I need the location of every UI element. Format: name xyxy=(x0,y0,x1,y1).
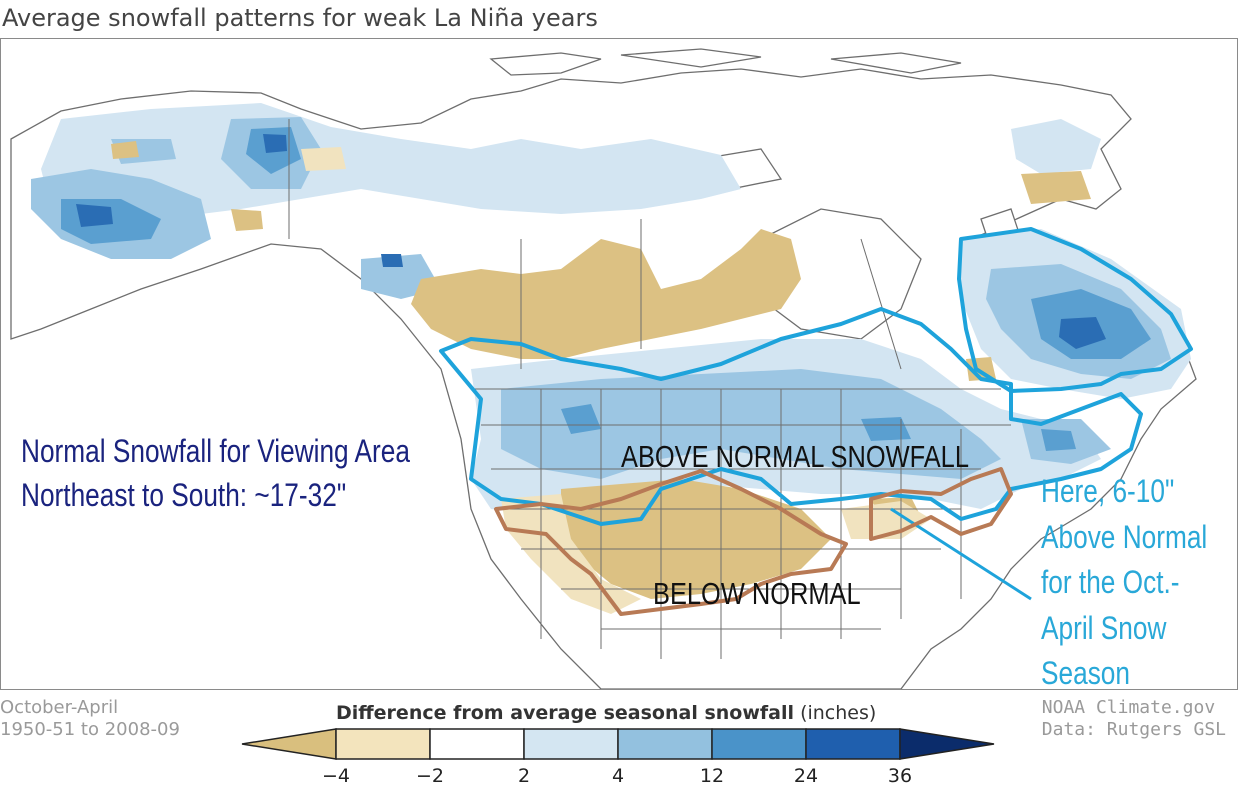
legend-swatch xyxy=(805,728,901,760)
above-normal-outline xyxy=(439,307,1143,526)
legend-swatch xyxy=(617,728,713,760)
legend-arrow-high xyxy=(899,728,995,760)
below-normal-east-outline xyxy=(869,467,1013,541)
legend-title: Difference from average seasonal snowfal… xyxy=(336,702,876,724)
legend-swatch xyxy=(711,728,807,760)
dark-blue-anomalies xyxy=(76,134,1106,349)
northeast-canada-outline xyxy=(957,227,1193,393)
callout-line: April Snow xyxy=(1041,609,1167,646)
above-normal-label: ABOVE NORMAL SNOWFALL xyxy=(621,439,969,474)
period-label: October-April xyxy=(0,697,119,718)
legend-tick-label: 4 xyxy=(611,765,625,787)
legend-tick-label: 2 xyxy=(517,765,531,787)
legend-tick-label: −4 xyxy=(321,765,351,787)
legend-title-unit: (inches) xyxy=(800,702,877,724)
callout-line: for the Oct.- xyxy=(1041,564,1180,600)
source-label: NOAA Climate.gov xyxy=(1041,697,1216,718)
snowfall-map xyxy=(10,48,1197,689)
callout-line: Season xyxy=(1041,655,1130,690)
map-area: ABOVE NORMAL SNOWFALL BELOW NORMAL Norma… xyxy=(0,38,1238,690)
legend-tick-label: 12 xyxy=(699,765,725,787)
legend-arrow-low xyxy=(241,728,337,760)
callout-line: Here, 6-10" xyxy=(1041,473,1175,509)
period-note: October-April 1950-51 to 2008-09 xyxy=(0,697,180,741)
legend-swatch xyxy=(429,728,525,760)
source-note: NOAA Climate.gov Data: Rutgers GSL xyxy=(1042,697,1226,741)
legend-tick-label: 36 xyxy=(887,765,913,787)
legend-tick-label: 24 xyxy=(793,765,819,787)
map-title: Average snowfall patterns for weak La Ni… xyxy=(2,4,598,32)
callout-line: Above Normal xyxy=(1041,518,1208,555)
below-normal-outline xyxy=(494,469,848,616)
normal-note-line: Northeast to South: ~17-32" xyxy=(21,477,347,513)
data-source-label: Data: Rutgers GSL xyxy=(1041,719,1226,740)
normal-snowfall-note: Normal Snowfall for Viewing Area Northea… xyxy=(21,429,410,517)
legend-swatch xyxy=(523,728,619,760)
below-normal-label: BELOW NORMAL xyxy=(653,576,861,611)
legend-title-main: Difference from average seasonal snowfal… xyxy=(336,702,795,724)
legend-swatch xyxy=(335,728,431,760)
normal-note-line: Normal Snowfall for Viewing Area xyxy=(21,433,410,469)
legend-swatches xyxy=(241,728,995,760)
years-label: 1950-51 to 2008-09 xyxy=(0,719,180,740)
above-normal-callout: Here, 6-10" Above Normal for the Oct.- A… xyxy=(1041,469,1208,690)
legend-tick-label: −2 xyxy=(415,765,445,787)
